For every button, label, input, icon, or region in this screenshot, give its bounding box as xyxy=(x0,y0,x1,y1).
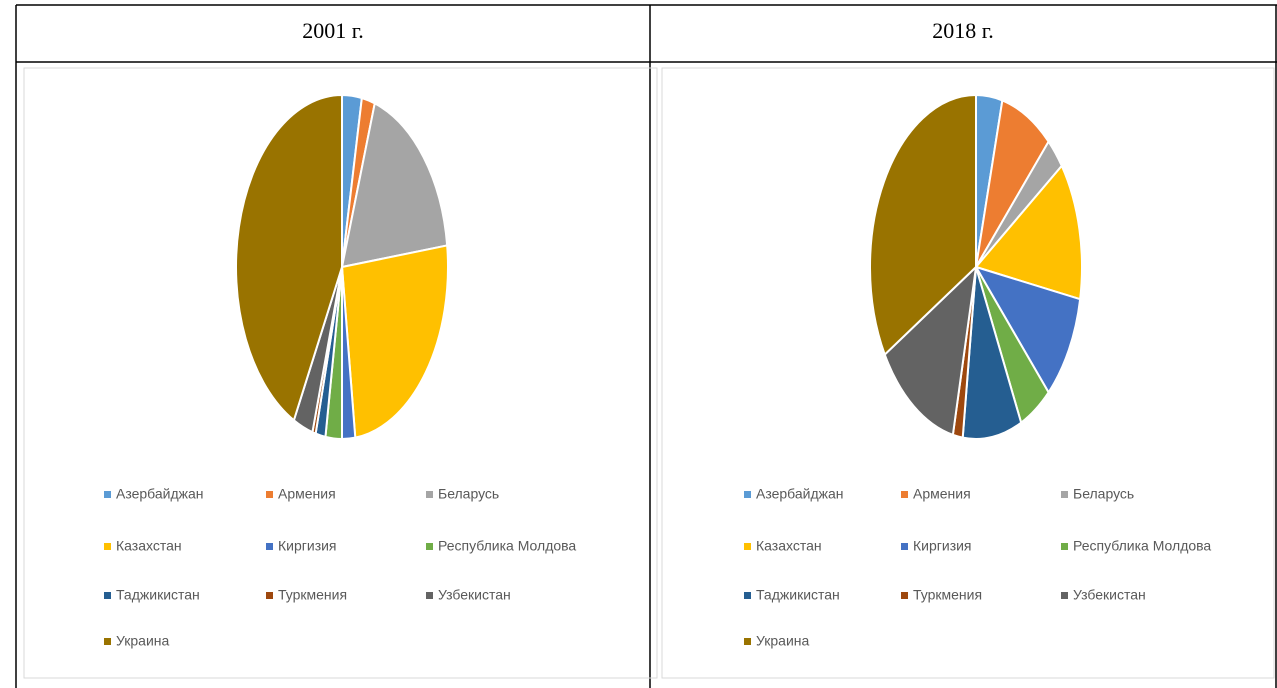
legend-marker xyxy=(744,491,751,498)
legend-marker xyxy=(1061,491,1068,498)
legend-marker xyxy=(901,592,908,599)
legend-label: Узбекистан xyxy=(1073,587,1146,603)
legend-label: Туркмения xyxy=(278,587,347,603)
chart-frame xyxy=(661,67,1275,679)
legend-marker xyxy=(104,543,111,550)
legend-marker xyxy=(426,543,433,550)
legend-label: Армения xyxy=(913,486,971,502)
pie-slice xyxy=(973,265,1082,395)
legend-label: Казахстан xyxy=(756,538,822,554)
legend-marker xyxy=(266,592,273,599)
column-header: 2018 г. xyxy=(932,18,994,43)
pie-slice xyxy=(961,266,1023,440)
chart-frame xyxy=(23,67,658,679)
legend-marker xyxy=(744,638,751,645)
legend-marker xyxy=(1061,543,1068,550)
legend-marker xyxy=(426,592,433,599)
pie-slice xyxy=(883,264,978,437)
legend-label: Киргизия xyxy=(913,538,972,554)
legend-marker xyxy=(744,543,751,550)
legend-marker xyxy=(104,491,111,498)
legend-label: Туркмения xyxy=(913,587,982,603)
legend-marker xyxy=(266,491,273,498)
pie-slice xyxy=(235,93,343,422)
legend-marker xyxy=(426,491,433,498)
legend-label: Беларусь xyxy=(438,486,499,502)
legend-marker xyxy=(104,638,111,645)
pie-slice xyxy=(340,244,449,439)
legend-marker xyxy=(266,543,273,550)
legend-label: Беларусь xyxy=(1073,486,1134,502)
pie-slice xyxy=(974,164,1083,301)
legend-label: Армения xyxy=(278,486,336,502)
legend-marker xyxy=(1061,592,1068,599)
pie-slice xyxy=(869,93,977,357)
legend-label: Таджикистан xyxy=(116,587,200,603)
legend-label: Казахстан xyxy=(116,538,182,554)
legend-label: Узбекистан xyxy=(438,587,511,603)
table-frame xyxy=(15,4,1277,688)
legend-marker xyxy=(901,491,908,498)
legend-label: Азербайджан xyxy=(116,486,204,502)
legend-label: Украина xyxy=(116,633,170,649)
legend-label: Украина xyxy=(756,633,810,649)
legend-label: Республика Молдова xyxy=(438,538,576,554)
legend-label: Киргизия xyxy=(278,538,337,554)
legend-label: Республика Молдова xyxy=(1073,538,1211,554)
legend-label: Азербайджан xyxy=(756,486,844,502)
column-header: 2001 г. xyxy=(302,18,364,43)
legend-marker xyxy=(104,592,111,599)
pie-slice xyxy=(340,101,449,269)
legend-label: Таджикистан xyxy=(756,587,840,603)
legend-marker xyxy=(744,592,751,599)
legend-marker xyxy=(901,543,908,550)
